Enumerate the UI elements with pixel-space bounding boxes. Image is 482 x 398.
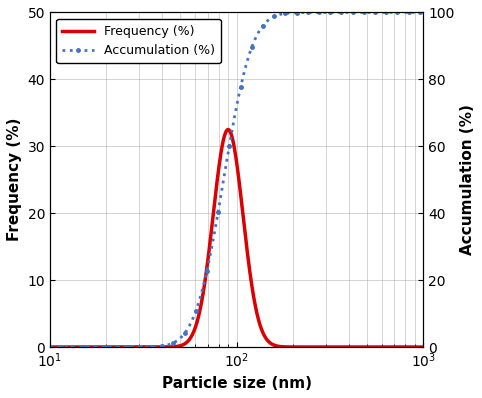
Accumulation (%) — [198, 293, 204, 297]
Line: Frequency (%): Frequency (%) — [50, 130, 423, 347]
Frequency (%) — [345, 345, 351, 349]
Accumulation (%) — [212, 230, 217, 235]
Frequency (%) — [338, 345, 344, 349]
Legend: Frequency (%), Accumulation (%): Frequency (%), Accumulation (%) — [56, 19, 221, 63]
Accumulation (%) — [85, 345, 91, 349]
Frequency (%) — [212, 202, 217, 207]
Accumulation (%) — [338, 10, 344, 15]
Accumulation (%) — [303, 10, 309, 15]
Frequency (%) — [198, 303, 204, 308]
X-axis label: Particle size (nm): Particle size (nm) — [161, 376, 312, 391]
Frequency (%) — [304, 345, 309, 349]
Frequency (%) — [225, 127, 231, 132]
Frequency (%) — [85, 345, 91, 349]
Accumulation (%) — [47, 345, 53, 349]
Frequency (%) — [420, 345, 426, 349]
Frequency (%) — [47, 345, 53, 349]
Y-axis label: Accumulation (%): Accumulation (%) — [460, 104, 475, 255]
Accumulation (%) — [420, 10, 426, 15]
Accumulation (%) — [345, 10, 351, 15]
Accumulation (%) — [405, 10, 411, 15]
Y-axis label: Frequency (%): Frequency (%) — [7, 118, 22, 242]
Line: Accumulation (%): Accumulation (%) — [48, 11, 425, 349]
